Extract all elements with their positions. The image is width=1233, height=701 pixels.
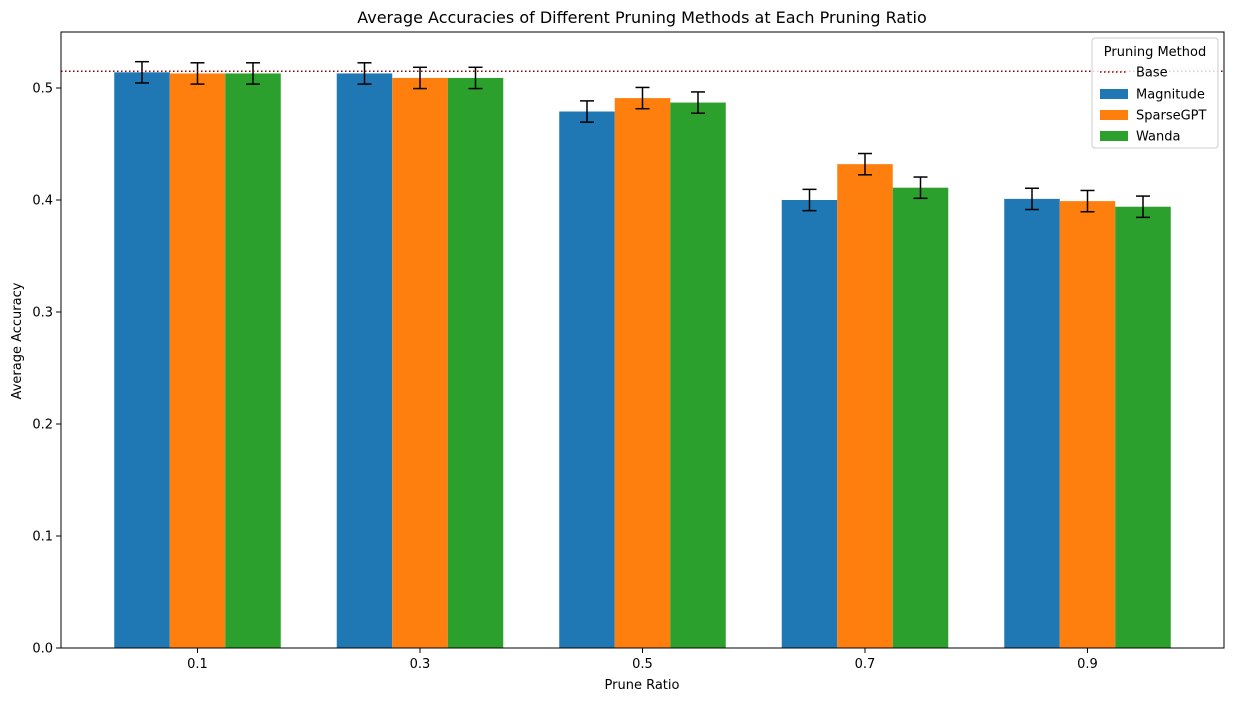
y-tick-label: 0.3 — [32, 306, 53, 321]
bar-magnitude-0.3 — [336, 73, 393, 648]
bar-sparsegpt-0.3 — [392, 77, 448, 649]
bar-wanda-0.1 — [225, 73, 281, 648]
bar-magnitude-0.7 — [781, 200, 838, 648]
legend-label-sparsegpt: SparseGPT — [1136, 109, 1206, 124]
legend-swatch-wanda — [1100, 131, 1128, 141]
y-tick-label: 0.0 — [32, 642, 53, 657]
y-tick-label: 0.2 — [32, 418, 53, 433]
y-axis-title: Average Accuracy — [10, 282, 25, 399]
x-tick-label: 0.5 — [632, 657, 653, 672]
bar-wanda-0.7 — [892, 187, 949, 648]
x-tick-label: 0.7 — [855, 657, 876, 672]
legend: Pruning Method Base Magnitude SparseGPT Wand… — [1091, 37, 1219, 149]
bar-magnitude-0.9 — [1004, 198, 1060, 648]
bar-sparsegpt-0.1 — [169, 73, 226, 648]
plot-area: 0.0 0.1 0.2 0.3 0.4 0.5 0.1 0.3 0.5 0.7 0.9 — [32, 31, 1225, 672]
legend-label-wanda: Wanda — [1136, 130, 1180, 145]
bar-wanda-0.5 — [670, 102, 726, 648]
legend-label-magnitude: Magnitude — [1136, 88, 1205, 103]
y-tick-label: 0.1 — [32, 530, 53, 545]
bar-sparsegpt-0.5 — [614, 98, 671, 648]
legend-swatch-magnitude — [1100, 89, 1128, 99]
x-axis-title: Prune Ratio — [605, 678, 680, 693]
bar-sparsegpt-0.9 — [1059, 201, 1116, 648]
bar-wanda-0.3 — [447, 77, 504, 649]
x-tick-label: 0.3 — [410, 657, 431, 672]
legend-label-base: Base — [1136, 66, 1168, 81]
x-tick-label: 0.1 — [187, 657, 208, 672]
y-tick-label: 0.5 — [32, 82, 53, 97]
chart-title: Average Accuracies of Different Pruning … — [357, 8, 927, 27]
bar-magnitude-0.5 — [559, 111, 615, 648]
bar-sparsegpt-0.7 — [837, 164, 893, 648]
legend-swatch-sparsegpt — [1100, 110, 1128, 120]
legend-box — [1091, 37, 1219, 149]
legend-title: Pruning Method — [1104, 45, 1206, 60]
x-tick-label: 0.9 — [1077, 657, 1098, 672]
y-tick-label: 0.4 — [32, 194, 53, 209]
bar-magnitude-0.1 — [114, 72, 170, 648]
bar-wanda-0.9 — [1115, 206, 1171, 648]
